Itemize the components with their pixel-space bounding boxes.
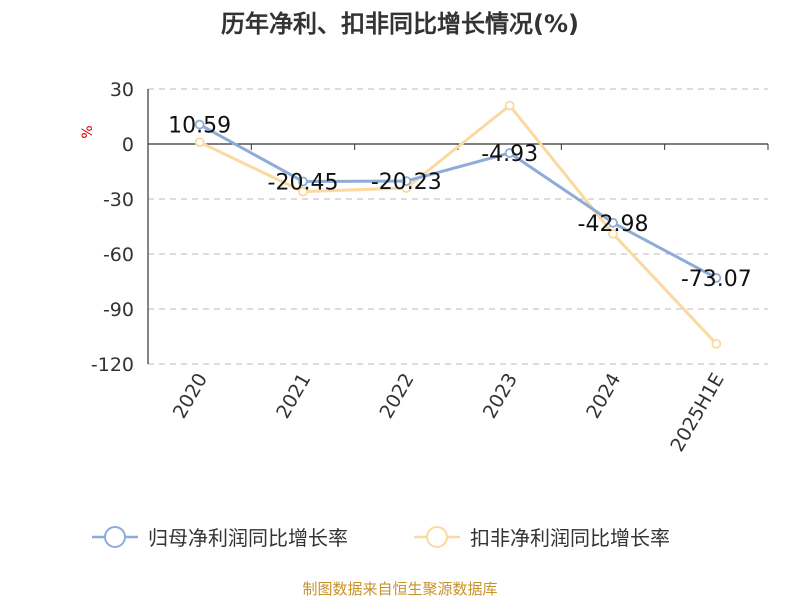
data-point [401, 176, 412, 186]
data-point [194, 137, 205, 148]
x-tick-label: 2022 [375, 370, 418, 423]
x-tick-label: 2021 [272, 370, 315, 423]
data-label: 10.59 [168, 114, 231, 139]
source-note: 制图数据来自恒生聚源数据库 [302, 580, 498, 598]
series-line-0 [198, 123, 718, 280]
data-label: -42.98 [578, 212, 649, 237]
y-tick-label: -120 [91, 354, 134, 376]
legend-swatch-marker [426, 526, 448, 548]
chart-title: 历年净利、扣非同比增长情况(%) [221, 10, 579, 38]
x-tick-label: 2025H1E [666, 370, 728, 456]
grid-lines [148, 88, 768, 365]
data-point [608, 228, 618, 239]
data-labels: 10.59 -20.45 -20.23 -4.93 -42.98 -73.07 [168, 114, 752, 292]
data-point [711, 273, 722, 283]
data-label: -73.07 [681, 267, 752, 292]
legend-label: 归母净利润同比增长率 [148, 526, 348, 550]
data-point [504, 148, 515, 158]
x-tick-label: 2023 [479, 370, 522, 423]
series-line-1 [199, 104, 718, 345]
legend: 归母净利润同比增长率 扣非净利润同比增长率 [92, 526, 670, 550]
data-point [504, 100, 515, 111]
y-tick-label: 30 [110, 79, 134, 101]
x-tick-label: 2024 [582, 370, 625, 423]
y-tick-label: -90 [103, 299, 134, 321]
data-point [298, 176, 308, 187]
y-tick-label: 0 [122, 134, 134, 156]
data-label: -20.45 [268, 170, 339, 195]
data-point [298, 186, 308, 197]
y-tick-label: -30 [103, 189, 134, 211]
series-lines [194, 100, 722, 349]
y-axis-unit: % [80, 125, 96, 138]
data-point [608, 217, 618, 228]
x-tick-label: 2020 [169, 370, 212, 423]
y-tick-label: -60 [103, 244, 134, 266]
data-label: -20.23 [371, 170, 442, 195]
data-label: -4.93 [481, 142, 538, 167]
data-point [194, 119, 205, 130]
legend-label: 扣非净利润同比增长率 [470, 526, 670, 550]
legend-swatch-marker [104, 526, 126, 548]
data-point [711, 338, 722, 349]
